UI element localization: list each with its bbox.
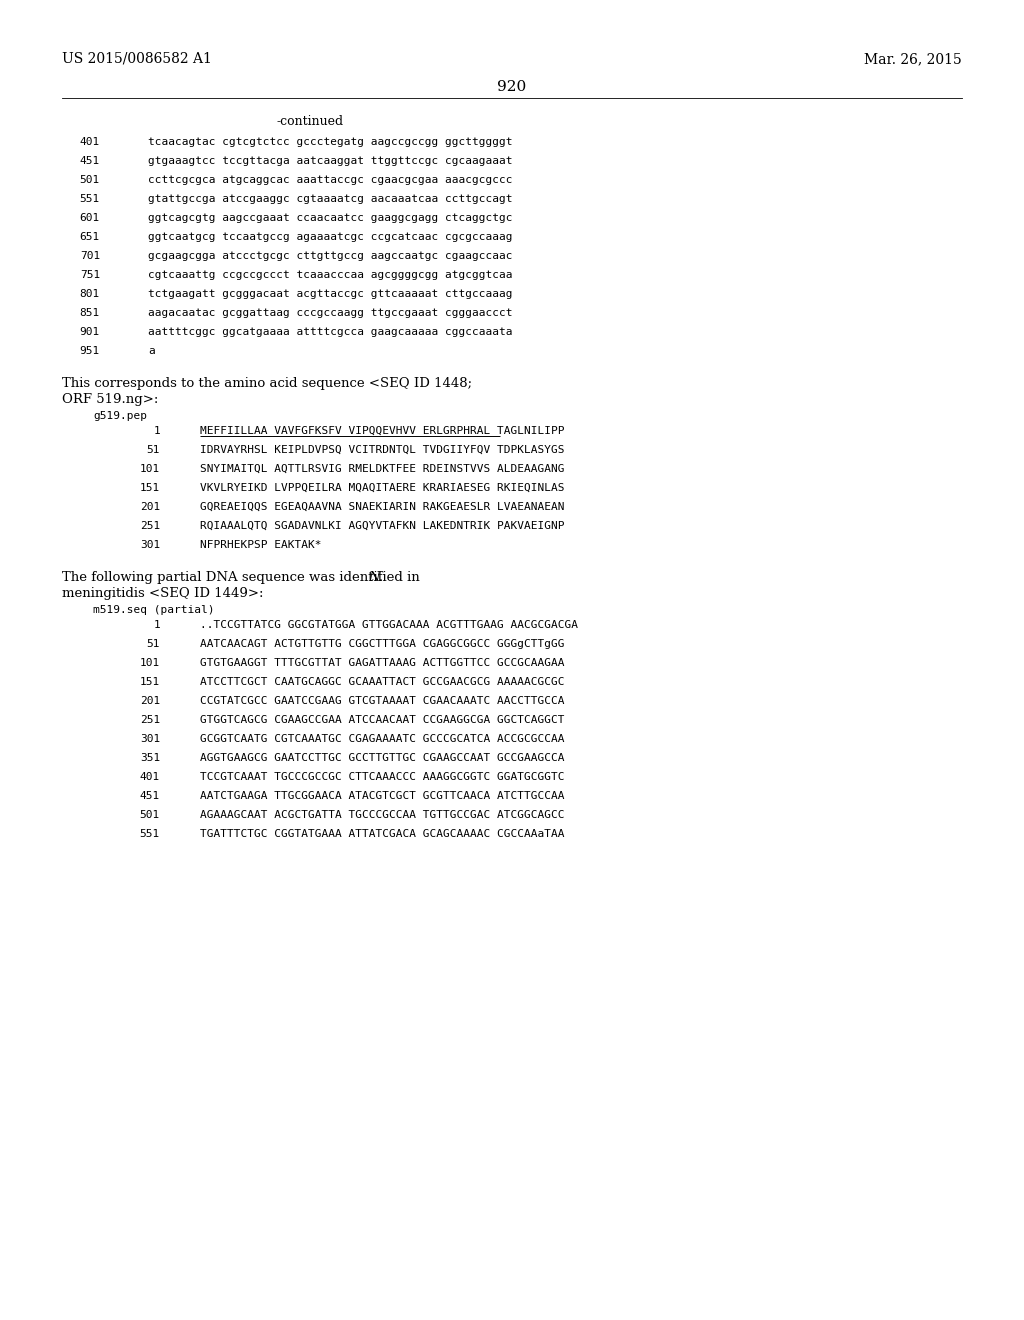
Text: AGGTGAAGCG GAATCCTTGC GCCTTGTTGC CGAAGCCAAT GCCGAAGCCA: AGGTGAAGCG GAATCCTTGC GCCTTGTTGC CGAAGCC…	[200, 752, 564, 763]
Text: 351: 351	[139, 752, 160, 763]
Text: ATCCTTCGCT CAATGCAGGC GCAAATTACT GCCGAACGCG AAAAACGCGC: ATCCTTCGCT CAATGCAGGC GCAAATTACT GCCGAAC…	[200, 677, 564, 686]
Text: 401: 401	[80, 137, 100, 147]
Text: 201: 201	[139, 502, 160, 512]
Text: IDRVAYRHSL KEIPLDVPSQ VCITRDNTQL TVDGIIYFQV TDPKLASYGS: IDRVAYRHSL KEIPLDVPSQ VCITRDNTQL TVDGIIY…	[200, 445, 564, 455]
Text: 51: 51	[146, 639, 160, 649]
Text: ggtcaatgcg tccaatgccg agaaaatcgc ccgcatcaac cgcgccaaag: ggtcaatgcg tccaatgccg agaaaatcgc ccgcatc…	[148, 232, 512, 242]
Text: 401: 401	[139, 772, 160, 781]
Text: m519.seq (partial): m519.seq (partial)	[93, 605, 214, 615]
Text: gtgaaagtcc tccgttacga aatcaaggat ttggttccgc cgcaagaaat: gtgaaagtcc tccgttacga aatcaaggat ttggttc…	[148, 156, 512, 166]
Text: 651: 651	[80, 232, 100, 242]
Text: TCCGTCAAAT TGCCCGCCGC CTTCAAACCC AAAGGCGGTC GGATGCGGTC: TCCGTCAAAT TGCCCGCCGC CTTCAAACCC AAAGGCG…	[200, 772, 564, 781]
Text: 451: 451	[139, 791, 160, 801]
Text: GQREAEIQQS EGEAQAAVNA SNAEKIARIN RAKGEAESLR LVAEANAEAN: GQREAEIQQS EGEAQAAVNA SNAEKIARIN RAKGEAE…	[200, 502, 564, 512]
Text: 151: 151	[139, 677, 160, 686]
Text: 51: 51	[146, 445, 160, 455]
Text: 501: 501	[139, 810, 160, 820]
Text: gtattgccga atccgaaggc cgtaaaatcg aacaaatcaa ccttgccagt: gtattgccga atccgaaggc cgtaaaatcg aacaaat…	[148, 194, 512, 205]
Text: tcaacagtac cgtcgtctcc gccctegatg aagccgccgg ggcttggggt: tcaacagtac cgtcgtctcc gccctegatg aagccgc…	[148, 137, 512, 147]
Text: 251: 251	[139, 521, 160, 531]
Text: 901: 901	[80, 327, 100, 337]
Text: 551: 551	[139, 829, 160, 840]
Text: 1: 1	[154, 426, 160, 436]
Text: AATCAACAGT ACTGTTGTTG CGGCTTTGGA CGAGGCGGCC GGGgCTTgGG: AATCAACAGT ACTGTTGTTG CGGCTTTGGA CGAGGCG…	[200, 639, 564, 649]
Text: 751: 751	[80, 271, 100, 280]
Text: NFPRHEKPSP EAKTAK*: NFPRHEKPSP EAKTAK*	[200, 540, 322, 550]
Text: GTGTGAAGGT TTTGCGTTAT GAGATTAAAG ACTTGGTTCC GCCGCAAGAA: GTGTGAAGGT TTTGCGTTAT GAGATTAAAG ACTTGGT…	[200, 657, 564, 668]
Text: 451: 451	[80, 156, 100, 166]
Text: 501: 501	[80, 176, 100, 185]
Text: ccttcgcgca atgcaggcac aaattaccgc cgaacgcgaa aaacgcgccc: ccttcgcgca atgcaggcac aaattaccgc cgaacgc…	[148, 176, 512, 185]
Text: 101: 101	[139, 657, 160, 668]
Text: 1: 1	[154, 620, 160, 630]
Text: gcgaagcgga atccctgcgc cttgttgccg aagccaatgc cgaagccaac: gcgaagcgga atccctgcgc cttgttgccg aagccaa…	[148, 251, 512, 261]
Text: 551: 551	[80, 194, 100, 205]
Text: The following partial DNA sequence was identified in: The following partial DNA sequence was i…	[62, 572, 424, 583]
Text: MEFFIILLAA VAVFGFKSFV VIPQQEVHVV ERLGRPHRAL TAGLNILIPP: MEFFIILLAA VAVFGFKSFV VIPQQEVHVV ERLGRPH…	[200, 426, 564, 436]
Text: RQIAAALQTQ SGADAVNLKI AGQYVTAFKN LAKEDNTRIK PAKVAEIGNP: RQIAAALQTQ SGADAVNLKI AGQYVTAFKN LAKEDNT…	[200, 521, 564, 531]
Text: AGAAAGCAAT ACGCTGATTA TGCCCGCCAA TGTTGCCGAC ATCGGCAGCC: AGAAAGCAAT ACGCTGATTA TGCCCGCCAA TGTTGCC…	[200, 810, 564, 820]
Text: ggtcagcgtg aagccgaaat ccaacaatcc gaaggcgagg ctcaggctgc: ggtcagcgtg aagccgaaat ccaacaatcc gaaggcg…	[148, 213, 512, 223]
Text: This corresponds to the amino acid sequence <SEQ ID 1448;: This corresponds to the amino acid seque…	[62, 378, 472, 389]
Text: 201: 201	[139, 696, 160, 706]
Text: TGATTTCTGC CGGTATGAAA ATTATCGACA GCAGCAAAAC CGCCAAaTAA: TGATTTCTGC CGGTATGAAA ATTATCGACA GCAGCAA…	[200, 829, 564, 840]
Text: 601: 601	[80, 213, 100, 223]
Text: aagacaatac gcggattaag cccgccaagg ttgccgaaat cgggaaccct: aagacaatac gcggattaag cccgccaagg ttgccga…	[148, 308, 512, 318]
Text: 920: 920	[498, 81, 526, 94]
Text: 701: 701	[80, 251, 100, 261]
Text: 951: 951	[80, 346, 100, 356]
Text: N.: N.	[369, 572, 383, 583]
Text: CCGTATCGCC GAATCCGAAG GTCGTAAAAT CGAACAAATC AACCTTGCCA: CCGTATCGCC GAATCCGAAG GTCGTAAAAT CGAACAA…	[200, 696, 564, 706]
Text: meningitidis <SEQ ID 1449>:: meningitidis <SEQ ID 1449>:	[62, 587, 263, 601]
Text: ..TCCGTTATCG GGCGTATGGA GTTGGACAAA ACGTTTGAAG AACGCGACGA: ..TCCGTTATCG GGCGTATGGA GTTGGACAAA ACGTT…	[200, 620, 578, 630]
Text: 251: 251	[139, 715, 160, 725]
Text: SNYIMAITQL AQTTLRSVIG RMELDKTFEE RDEINSTVVS ALDEAAGANG: SNYIMAITQL AQTTLRSVIG RMELDKTFEE RDEINST…	[200, 465, 564, 474]
Text: VKVLRYEIKD LVPPQEILRA MQAQITAERE KRARIAESEG RKIEQINLAS: VKVLRYEIKD LVPPQEILRA MQAQITAERE KRARIAE…	[200, 483, 564, 492]
Text: GCGGTCAATG CGTCAAATGC CGAGAAAATC GCCCGCATCA ACCGCGCCAA: GCGGTCAATG CGTCAAATGC CGAGAAAATC GCCCGCA…	[200, 734, 564, 744]
Text: -continued: -continued	[276, 115, 344, 128]
Text: AATCTGAAGA TTGCGGAACA ATACGTCGCT GCGTTCAACA ATCTTGCCAA: AATCTGAAGA TTGCGGAACA ATACGTCGCT GCGTTCA…	[200, 791, 564, 801]
Text: 151: 151	[139, 483, 160, 492]
Text: 101: 101	[139, 465, 160, 474]
Text: aattttcggc ggcatgaaaa attttcgcca gaagcaaaaa cggccaaata: aattttcggc ggcatgaaaa attttcgcca gaagcaa…	[148, 327, 512, 337]
Text: a: a	[148, 346, 155, 356]
Text: GTGGTCAGCG CGAAGCCGAA ATCCAACAAT CCGAAGGCGA GGCTCAGGCT: GTGGTCAGCG CGAAGCCGAA ATCCAACAAT CCGAAGG…	[200, 715, 564, 725]
Text: tctgaagatt gcgggacaat acgttaccgc gttcaaaaat cttgccaaag: tctgaagatt gcgggacaat acgttaccgc gttcaaa…	[148, 289, 512, 300]
Text: ORF 519.ng>:: ORF 519.ng>:	[62, 393, 159, 407]
Text: 851: 851	[80, 308, 100, 318]
Text: Mar. 26, 2015: Mar. 26, 2015	[864, 51, 962, 66]
Text: 301: 301	[139, 540, 160, 550]
Text: 301: 301	[139, 734, 160, 744]
Text: cgtcaaattg ccgccgccct tcaaacccaa agcggggcgg atgcggtcaa: cgtcaaattg ccgccgccct tcaaacccaa agcgggg…	[148, 271, 512, 280]
Text: 801: 801	[80, 289, 100, 300]
Text: US 2015/0086582 A1: US 2015/0086582 A1	[62, 51, 212, 66]
Text: g519.pep: g519.pep	[93, 411, 147, 421]
